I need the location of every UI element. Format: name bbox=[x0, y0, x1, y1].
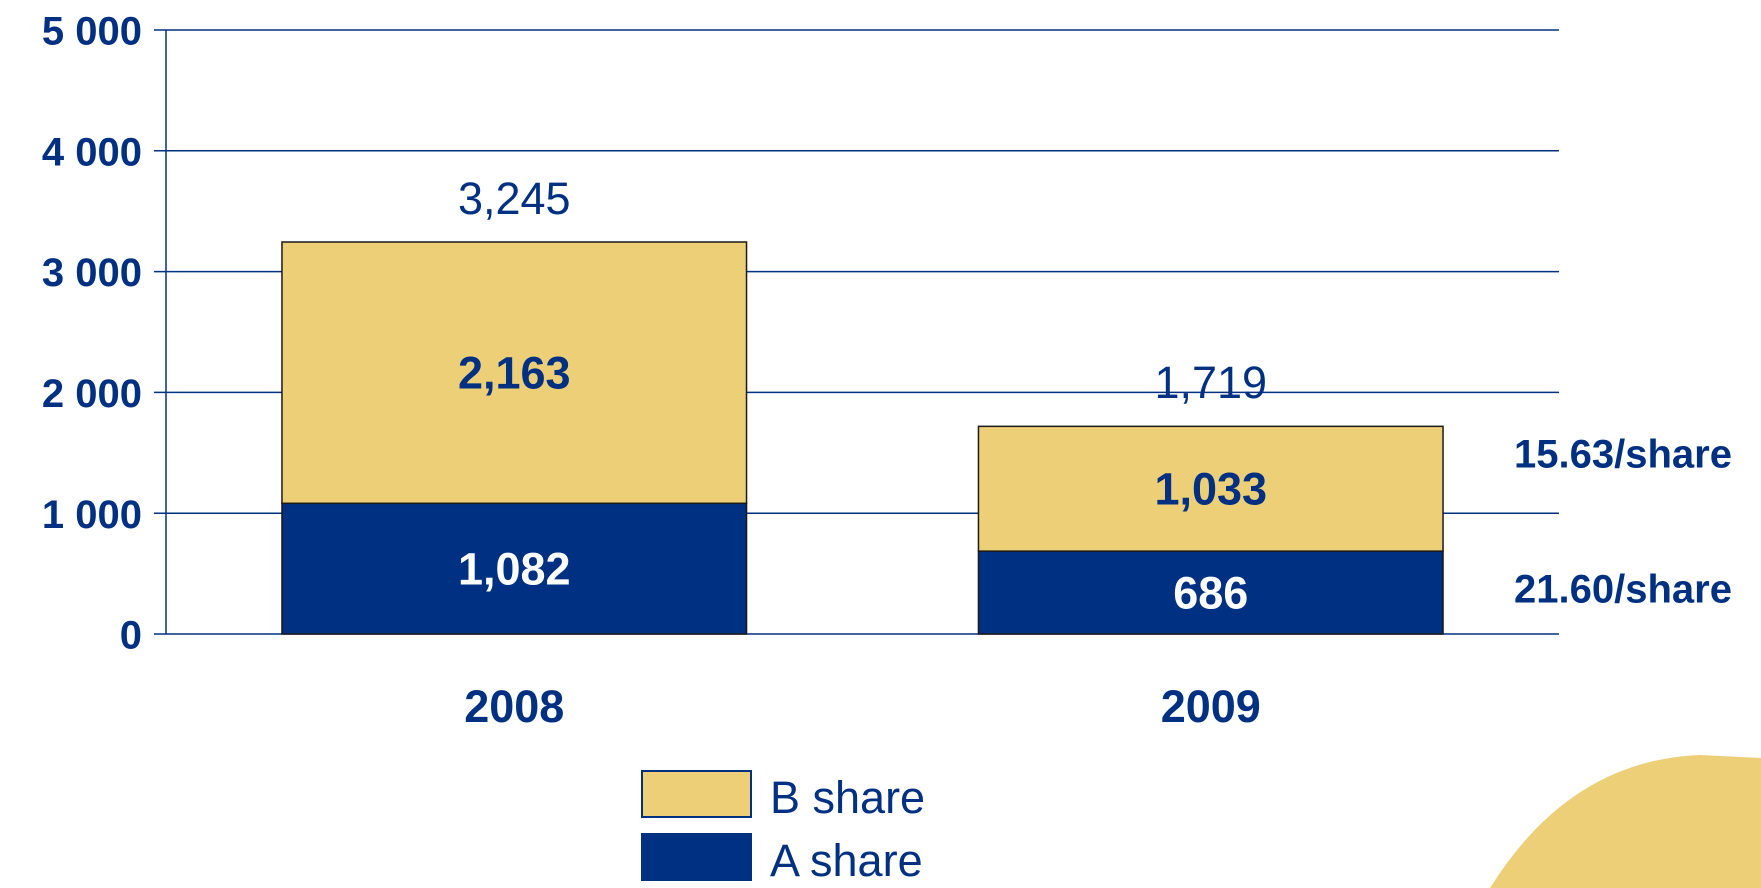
legend-swatch bbox=[641, 833, 752, 881]
annotation: 21.60/share bbox=[1514, 568, 1732, 612]
data-label: 1,033 bbox=[1154, 464, 1267, 515]
data-label: 686 bbox=[1173, 567, 1248, 618]
bar-segment bbox=[281, 502, 748, 635]
total-label: 3,245 bbox=[458, 173, 571, 224]
data-label: 2,163 bbox=[458, 348, 571, 399]
bar-segment bbox=[281, 241, 748, 505]
x-tick-label: 2008 bbox=[464, 681, 564, 732]
legend-label: A share bbox=[770, 835, 923, 886]
bar-segment bbox=[977, 425, 1444, 552]
y-tick-label: 3 000 bbox=[42, 251, 142, 295]
legend-label: B share bbox=[770, 772, 925, 823]
y-tick-label: 0 bbox=[120, 614, 142, 658]
data-label: 1,082 bbox=[458, 544, 571, 595]
total-label: 1,719 bbox=[1154, 357, 1267, 408]
y-tick-label: 4 000 bbox=[42, 130, 142, 174]
bar-segment bbox=[977, 550, 1444, 635]
decoration bbox=[1490, 755, 1761, 888]
y-tick-label: 1 000 bbox=[42, 493, 142, 537]
annotation: 15.63/share bbox=[1514, 433, 1732, 477]
legend-swatch bbox=[641, 770, 752, 818]
y-tick-label: 5 000 bbox=[42, 10, 142, 54]
y-tick-label: 2 000 bbox=[42, 372, 142, 416]
x-tick-label: 2009 bbox=[1161, 681, 1261, 732]
